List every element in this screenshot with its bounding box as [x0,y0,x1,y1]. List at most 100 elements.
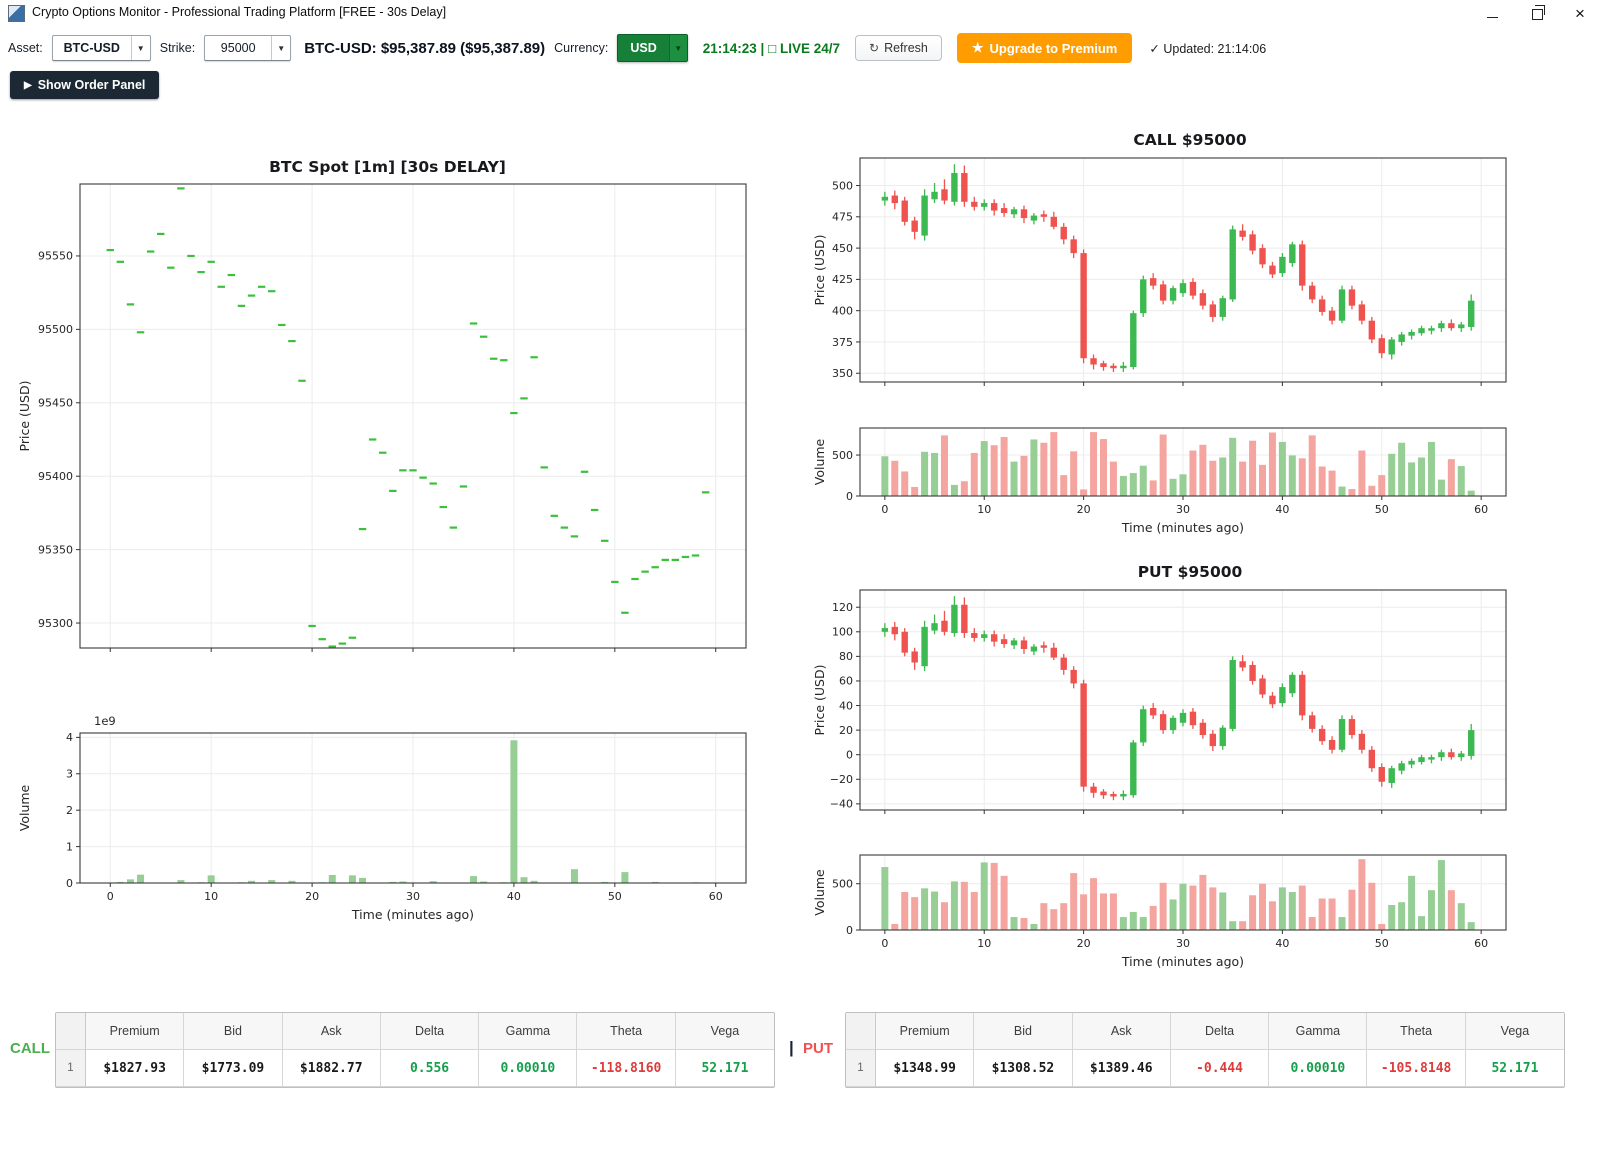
svg-text:95350: 95350 [38,543,73,556]
put-chart-title: PUT $95000 [1137,563,1243,581]
svg-text:40: 40 [1275,937,1289,950]
call-header-premium: Premium [86,1013,185,1050]
restore-icon [1532,5,1545,20]
svg-text:0: 0 [846,748,853,761]
window-titlebar: Crypto Options Monitor - Professional Tr… [0,0,1597,26]
call-header-vega: Vega [675,1013,775,1050]
call-header-bid: Bid [184,1013,283,1050]
put-vega-value: 52.171 [1465,1050,1565,1087]
asset-dropdown[interactable]: BTC-USD ▼ [51,35,151,61]
call-delta-value: 0.556 [380,1050,480,1087]
svg-text:10: 10 [977,503,991,516]
svg-text:450: 450 [832,242,853,255]
svg-text:Price (USD): Price (USD) [812,235,827,306]
call-chart-title: CALL $95000 [1133,131,1247,149]
svg-text:50: 50 [1375,503,1389,516]
svg-text:60: 60 [1474,503,1488,516]
strike-dropdown[interactable]: 95000 ▼ [204,35,292,61]
put-header-gamma: Gamma [1269,1013,1368,1050]
call-row-index: 1 [56,1050,86,1087]
window-title: Crypto Options Monitor - Professional Tr… [32,5,447,19]
svg-text:350: 350 [832,367,853,380]
svg-text:0: 0 [66,877,73,890]
asset-value: BTC-USD [63,41,120,55]
put-header-vega: Vega [1465,1013,1565,1050]
svg-text:3: 3 [66,768,73,781]
refresh-label: Refresh [884,41,928,55]
call-bid-value: $1773.09 [184,1050,283,1087]
show-order-panel-button[interactable]: ▶ Show Order Panel [10,71,160,99]
svg-text:60: 60 [1474,937,1488,950]
svg-text:−20: −20 [830,773,853,786]
put-row-index: 1 [846,1050,876,1087]
upgrade-premium-button[interactable]: ★ Upgrade to Premium [956,33,1133,63]
svg-text:95500: 95500 [38,323,73,336]
star-icon: ★ [971,40,984,55]
put-header-ask: Ask [1072,1013,1171,1050]
call-header-gamma: Gamma [479,1013,578,1050]
currency-label: Currency: [554,41,609,55]
svg-text:60: 60 [709,890,723,903]
close-button[interactable]: × [1571,4,1589,22]
call-header-ask: Ask [282,1013,381,1050]
restore-button[interactable] [1527,4,1545,22]
put-theta-value: -105.8148 [1367,1050,1466,1087]
svg-text:500: 500 [832,179,853,192]
svg-text:4: 4 [66,731,73,744]
put-premium-value: $1348.99 [876,1050,975,1087]
call-table-label: CALL [10,1040,50,1057]
svg-text:500: 500 [832,878,853,891]
svg-text:Price (USD): Price (USD) [812,665,827,736]
svg-text:Volume: Volume [812,869,827,916]
toolbar: Asset: BTC-USD ▼ Strike: 95000 ▼ BTC-USD… [8,30,1266,66]
svg-text:30: 30 [1176,503,1190,516]
table-separator: | [789,1038,794,1057]
svg-text:95300: 95300 [38,617,73,630]
call-greeks-table: Premium Bid Ask Delta Gamma Theta Vega 1… [55,1012,776,1088]
put-ask-value: $1389.46 [1072,1050,1171,1087]
close-icon: × [1575,3,1585,23]
put-delta-value: -0.444 [1170,1050,1270,1087]
asset-label: Asset: [8,41,43,55]
app-icon [8,5,25,22]
put-volume-chart: 0 500 0 10 20 30 40 50 60 Volume Time (minutes ago… [812,854,1507,969]
svg-text:400: 400 [832,304,853,317]
put-table-label: PUT [803,1040,833,1057]
order-panel-label: Show Order Panel [37,78,146,92]
put-header-index [846,1013,876,1050]
strike-label: Strike: [159,41,196,55]
put-gamma-value: 0.00010 [1269,1050,1368,1087]
svg-text:95450: 95450 [38,397,73,410]
svg-text:0: 0 [846,924,853,937]
svg-text:−40: −40 [830,798,853,811]
call-vega-value: 52.171 [675,1050,775,1087]
strike-value: 95000 [220,41,256,55]
put-greeks-table: Premium Bid Ask Delta Gamma Theta Vega 1… [845,1012,1566,1088]
put-bid-value: $1308.52 [974,1050,1073,1087]
updated-timestamp: Updated: 21:14:06 [1163,41,1267,56]
put-header-bid: Bid [974,1013,1073,1050]
refresh-icon: ↻ [869,41,880,55]
refresh-button[interactable]: ↻ Refresh [855,35,942,61]
call-header-index [56,1013,86,1050]
play-icon: ▶ [24,79,32,91]
svg-text:10: 10 [204,890,218,903]
price-display: BTC-USD: $95,387.89 ($95,387.89) [304,39,546,57]
upgrade-label: Upgrade to Premium [989,40,1118,56]
currency-dropdown[interactable]: USD ▼ [617,34,688,62]
svg-text:80: 80 [839,650,853,663]
svg-text:Volume: Volume [812,438,827,485]
minimize-button[interactable] [1483,4,1501,22]
svg-text:40: 40 [1275,503,1289,516]
chevron-down-icon: ▼ [271,36,290,60]
svg-text:475: 475 [832,211,853,224]
svg-text:1: 1 [66,840,73,853]
call-theta-value: -118.8160 [577,1050,676,1087]
svg-text:20: 20 [1077,503,1091,516]
svg-text:20: 20 [305,890,319,903]
svg-text:2: 2 [66,804,73,817]
svg-text:0: 0 [107,890,114,903]
svg-text:20: 20 [839,724,853,737]
svg-text:95550: 95550 [38,250,73,263]
